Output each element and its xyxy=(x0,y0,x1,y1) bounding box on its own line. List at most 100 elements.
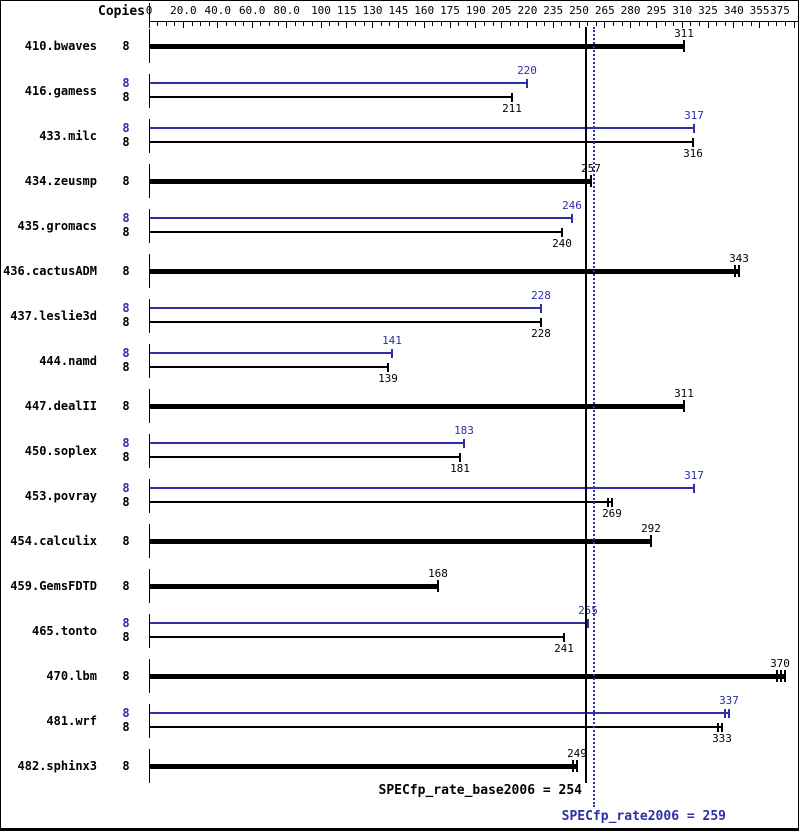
axis-minor-tick xyxy=(234,22,236,26)
axis-minor-tick xyxy=(165,22,167,26)
axis-tick-label: 235 xyxy=(543,4,564,17)
axis-tick-label: 375 xyxy=(770,4,790,17)
axis-minor-tick xyxy=(363,22,365,26)
axis-minor-tick xyxy=(724,22,726,26)
bar-end-tick xyxy=(571,214,573,223)
row-axis-segment xyxy=(149,74,150,108)
bar-value-label: 317 xyxy=(684,109,704,122)
axis-minor-tick xyxy=(200,22,202,26)
axis-major-tick xyxy=(346,22,348,28)
bar-value-label: 311 xyxy=(674,27,694,40)
copies-value: 8 xyxy=(122,211,130,225)
axis-minor-tick xyxy=(664,22,666,26)
copies-value: 8 xyxy=(122,360,130,374)
bar-value-label: 246 xyxy=(562,199,582,212)
bar-value-label: 228 xyxy=(531,327,551,340)
row-axis-segment xyxy=(149,209,150,243)
bar-value-label: 343 xyxy=(729,252,749,265)
peak-bar xyxy=(150,82,527,84)
benchmark-label: 470.lbm xyxy=(46,669,97,683)
axis-minor-tick xyxy=(698,22,700,26)
base-bar xyxy=(150,584,438,589)
peak-bar xyxy=(150,712,729,714)
row-axis-segment xyxy=(149,29,150,63)
copies-value: 8 xyxy=(122,346,130,360)
peak-bar xyxy=(150,127,694,129)
benchmark-label: 434.zeusmp xyxy=(24,174,97,188)
axis-major-tick xyxy=(501,22,503,28)
axis-minor-tick xyxy=(415,22,417,26)
row-axis-segment xyxy=(149,164,150,198)
bar-end-tick xyxy=(728,709,730,718)
axis-minor-tick xyxy=(311,22,313,26)
axis-tick-label: 280 xyxy=(620,4,641,17)
axis-minor-tick xyxy=(466,22,468,26)
axis-major-tick xyxy=(655,22,657,28)
base-bar xyxy=(150,141,693,143)
axis-minor-tick xyxy=(673,22,675,26)
copies-value: 8 xyxy=(122,534,130,548)
axis-major-tick xyxy=(681,22,683,28)
row-axis-segment xyxy=(149,479,150,513)
bar-end-tick xyxy=(459,453,461,462)
bar-value-label: 292 xyxy=(641,522,661,535)
copies-value: 8 xyxy=(122,225,130,239)
copies-value: 8 xyxy=(122,264,130,278)
bar-value-label: 337 xyxy=(719,694,739,707)
row-axis-segment xyxy=(149,569,150,603)
axis-minor-tick xyxy=(432,22,434,26)
axis-minor-tick xyxy=(337,22,339,26)
axis-tick-label: 220 xyxy=(517,4,538,17)
axis-minor-tick xyxy=(380,22,382,26)
row-axis-segment xyxy=(149,254,150,288)
axis-minor-tick xyxy=(303,22,305,26)
bar-value-label: 183 xyxy=(454,424,474,437)
copies-value: 8 xyxy=(122,436,130,450)
copies-value: 8 xyxy=(122,759,130,773)
row-axis-segment xyxy=(149,344,150,378)
row-axis-segment xyxy=(149,749,150,783)
peak-bar xyxy=(150,487,694,489)
bar-value-label: 370 xyxy=(770,657,790,670)
bar-value-label: 269 xyxy=(602,507,622,520)
copies-value: 8 xyxy=(122,315,130,329)
bar-value-label: 241 xyxy=(554,642,574,655)
axis-minor-tick xyxy=(569,22,571,26)
axis-tick-label: 325 xyxy=(698,4,718,17)
benchmark-label: 435.gromacs xyxy=(17,219,97,233)
bar-end-tick xyxy=(784,670,786,682)
copies-value: 8 xyxy=(122,39,130,53)
bar-end-tick xyxy=(611,498,613,507)
bar-end-tick xyxy=(738,265,740,277)
axis-major-tick xyxy=(148,22,150,28)
axis-minor-tick xyxy=(595,22,597,26)
copies-column-header: Copies xyxy=(98,4,145,19)
bar-value-label: 141 xyxy=(382,334,402,347)
row-axis-segment xyxy=(149,659,150,693)
axis-tick-label: 355 xyxy=(749,4,770,17)
benchmark-label: 450.soplex xyxy=(24,444,97,458)
axis-minor-tick xyxy=(458,22,460,26)
bar-value-label: 311 xyxy=(674,387,694,400)
bar-end-tick xyxy=(590,175,592,187)
axis-tick-label: 295 xyxy=(646,4,667,17)
axis-minor-tick xyxy=(260,22,262,26)
axis-major-tick xyxy=(793,22,795,28)
copies-value: 8 xyxy=(122,579,130,593)
peak-bar xyxy=(150,352,392,354)
axis-minor-tick xyxy=(440,22,442,26)
base-bar xyxy=(150,44,684,49)
copies-value: 8 xyxy=(122,669,130,683)
axis-major-tick xyxy=(707,22,709,28)
axis-tick-label: 60.0 xyxy=(238,4,266,17)
benchmark-label: 481.wrf xyxy=(46,714,97,728)
axis-minor-tick xyxy=(389,22,391,26)
base-bar xyxy=(150,366,388,368)
copies-value: 8 xyxy=(122,481,130,495)
axis-minor-tick xyxy=(518,22,520,26)
base-mean-line xyxy=(585,27,587,783)
axis-major-tick xyxy=(475,22,477,28)
base-bar xyxy=(150,539,651,544)
row-axis-segment xyxy=(149,119,150,153)
